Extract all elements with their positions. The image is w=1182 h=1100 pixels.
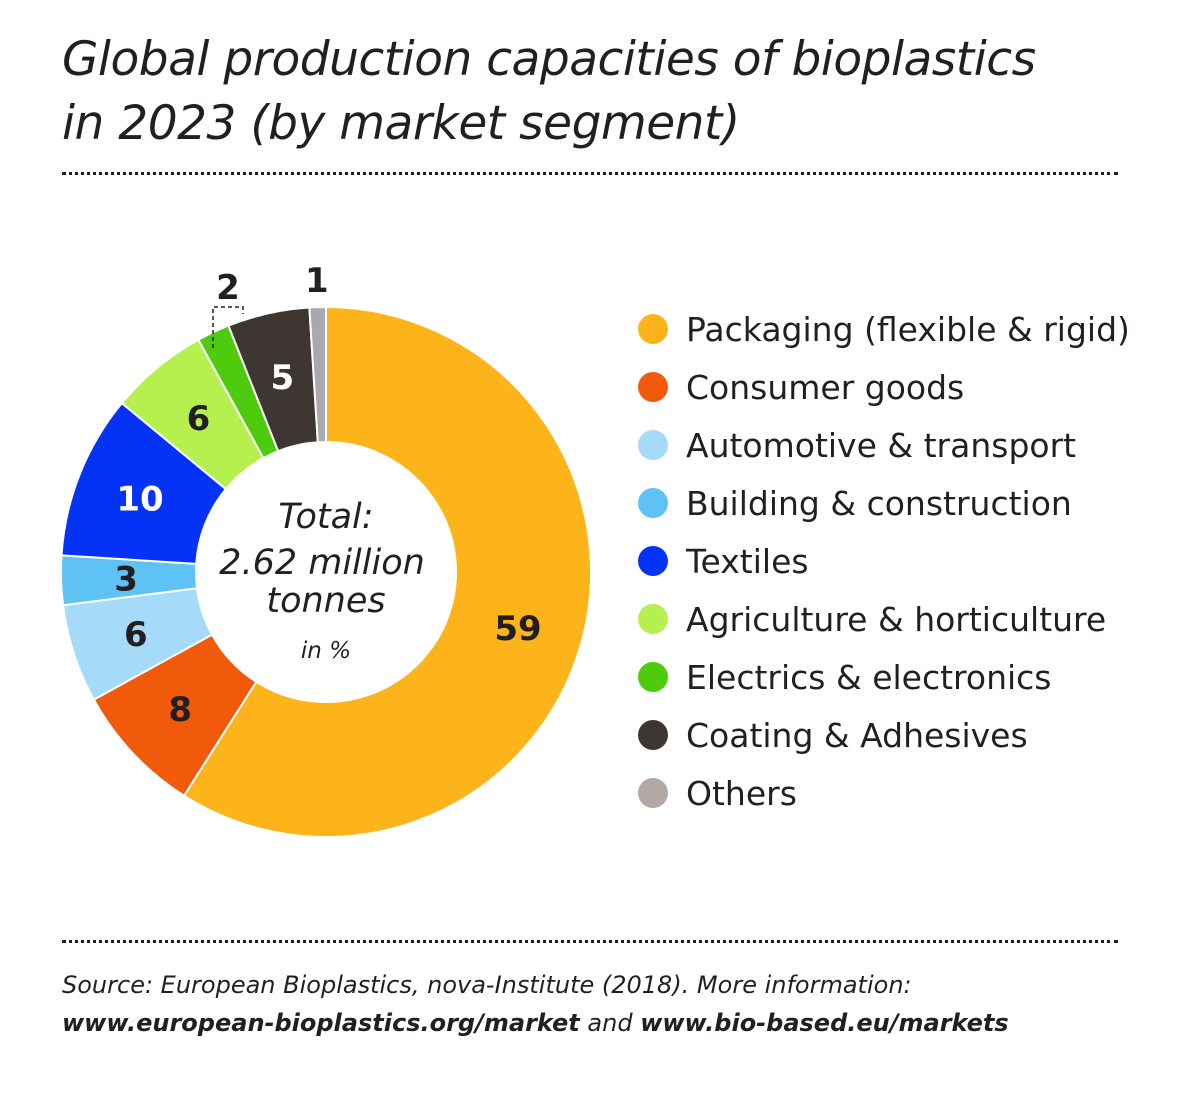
legend-label: Packaging (flexible & rigid): [686, 309, 1130, 349]
source-link-european-bioplastics[interactable]: www.european-bioplastics.org/market: [62, 1009, 580, 1037]
title-line-2: in 2023 (by market segment): [62, 96, 740, 151]
data-label: 2: [216, 268, 240, 308]
slice-others: [308, 305, 327, 444]
legend-label: Others: [686, 773, 797, 813]
bottom-divider: [62, 940, 1118, 943]
data-label: 1: [305, 261, 329, 301]
data-label: 3: [114, 559, 138, 599]
title-line-1: Global production capacities of bioplast…: [62, 32, 1036, 87]
legend-swatch: [638, 372, 668, 402]
callout-line: [212, 306, 244, 348]
data-label: 59: [494, 609, 541, 649]
legend-item: Others: [638, 764, 1130, 822]
percent-unit-note: in %: [301, 638, 351, 664]
top-divider: [62, 172, 1118, 175]
center-total-value: 2.62 million: [219, 543, 425, 583]
legend: Packaging (flexible & rigid) Consumer goo…: [638, 300, 1130, 822]
legend-label: Building & construction: [686, 483, 1072, 523]
data-label: 10: [116, 479, 163, 519]
source-link-bio-based[interactable]: www.bio-based.eu/markets: [640, 1009, 1009, 1037]
legend-swatch: [638, 546, 668, 576]
legend-label: Electrics & electronics: [686, 657, 1052, 697]
legend-swatch: [638, 430, 668, 460]
legend-swatch: [638, 488, 668, 518]
legend-item: Building & construction: [638, 474, 1130, 532]
legend-item: Packaging (flexible & rigid): [638, 300, 1130, 358]
legend-item: Textiles: [638, 532, 1130, 590]
chart-title: Global production capacities of bioplast…: [62, 28, 1036, 156]
legend-item: Electrics & electronics: [638, 648, 1130, 706]
legend-label: Textiles: [686, 541, 809, 581]
source-and: and: [579, 1009, 641, 1037]
legend-item: Automotive & transport: [638, 416, 1130, 474]
slice-packaging-flexible-rigid: [182, 305, 592, 838]
data-label: 8: [168, 690, 192, 730]
legend-label: Agriculture & horticulture: [686, 599, 1107, 639]
legend-swatch: [638, 314, 668, 344]
source-text: Source: European Bioplastics, nova-Insti…: [62, 971, 912, 999]
legend-swatch: [638, 662, 668, 692]
legend-swatch: [638, 604, 668, 634]
legend-label: Consumer goods: [686, 367, 965, 407]
center-total-unit: tonnes: [266, 581, 385, 621]
data-label: 6: [187, 399, 211, 439]
center-total-label: Total:: [278, 497, 373, 537]
data-label: 6: [124, 615, 148, 655]
legend-label: Coating & Adhesives: [686, 715, 1028, 755]
legend-swatch: [638, 720, 668, 750]
legend-item: Agriculture & horticulture: [638, 590, 1130, 648]
legend-label: Automotive & transport: [686, 425, 1077, 465]
legend-item: Coating & Adhesives: [638, 706, 1130, 764]
data-label: 5: [271, 358, 295, 398]
source-note: Source: European Bioplastics, nova-Insti…: [62, 966, 1009, 1042]
legend-swatch: [638, 778, 668, 808]
legend-item: Consumer goods: [638, 358, 1130, 416]
